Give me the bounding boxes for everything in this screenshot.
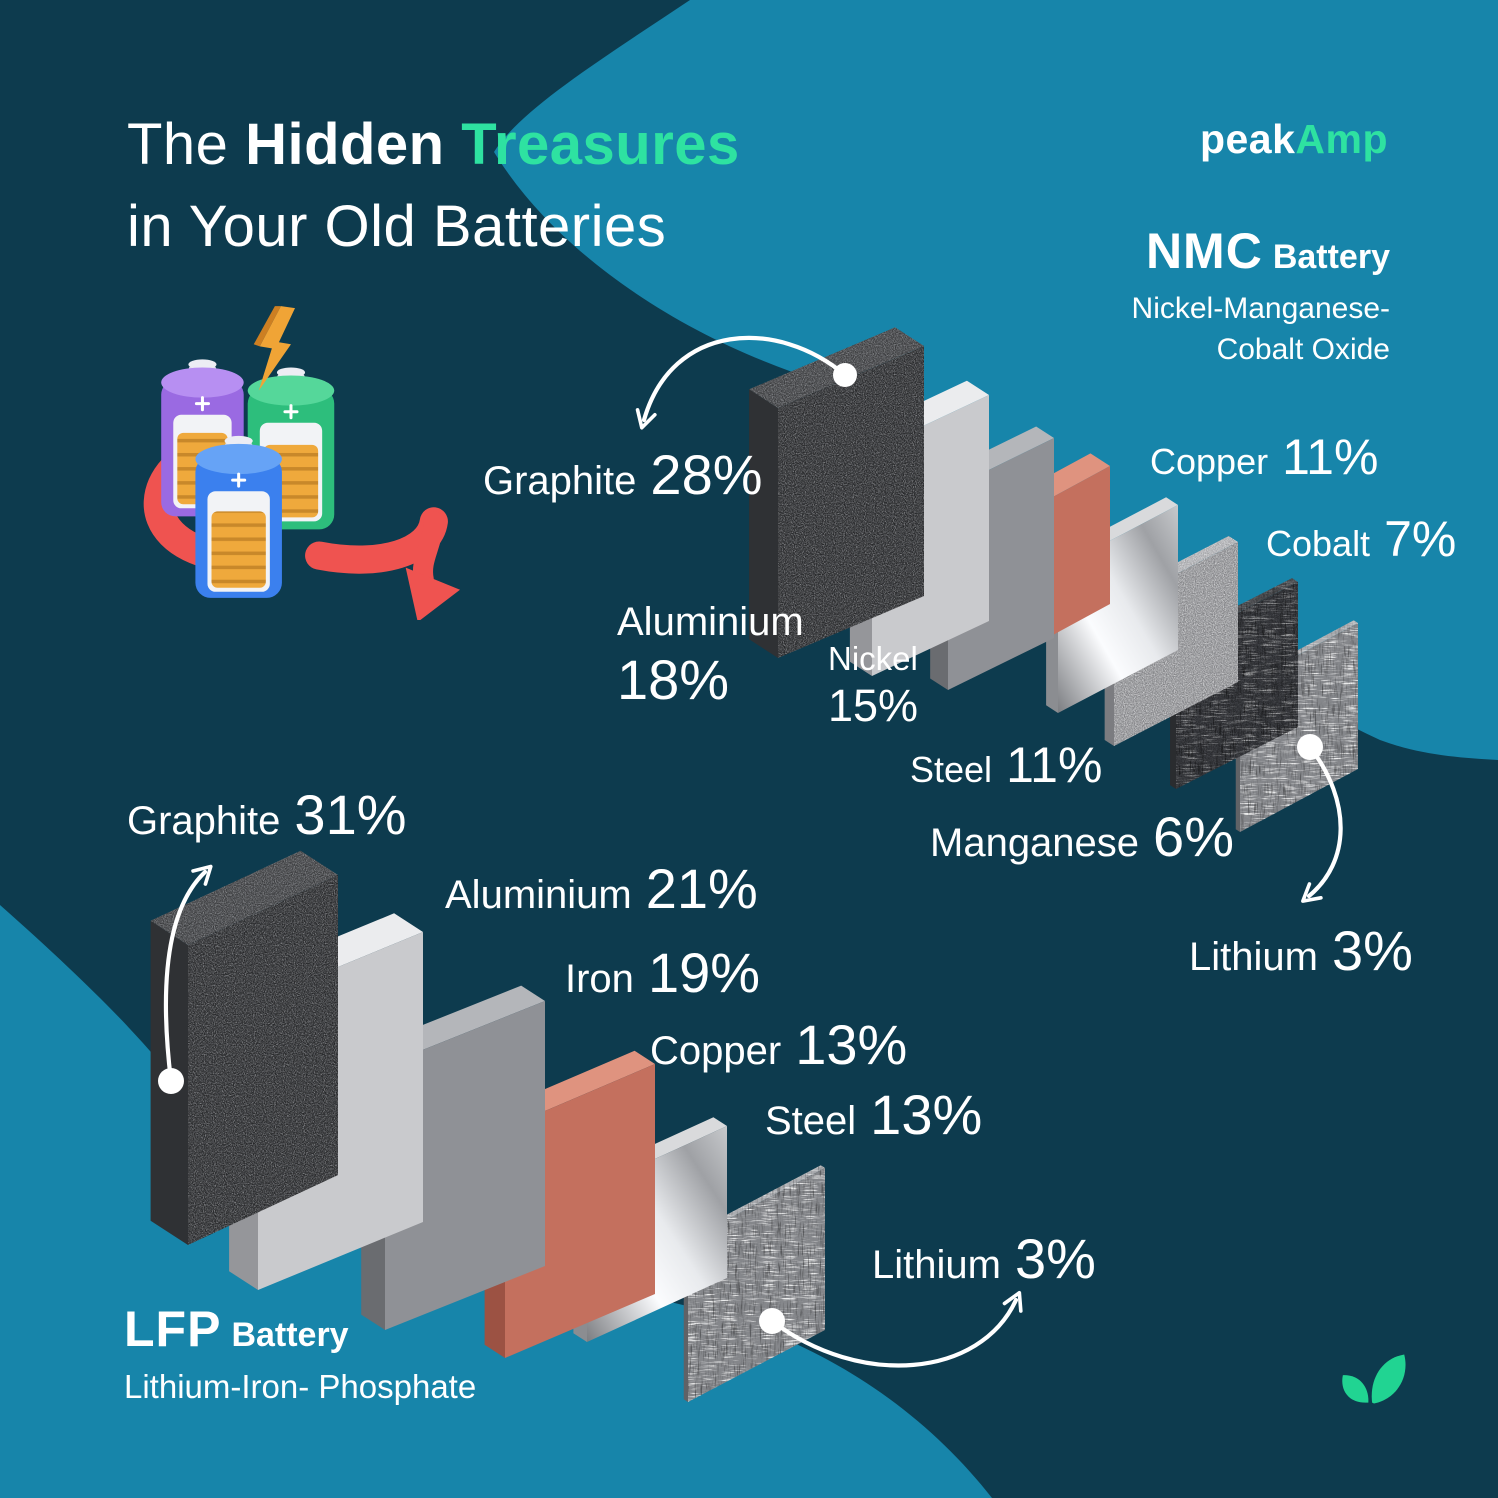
plus-icon xyxy=(283,404,299,420)
annotation-arrow-2 xyxy=(163,864,213,1084)
label-lfp-steel: Steel 13% xyxy=(765,1082,982,1147)
label-lfp-aluminium: Aluminium 21% xyxy=(445,856,758,921)
material-name: Manganese xyxy=(930,821,1140,865)
label-nmc-aluminium: Aluminium 18% xyxy=(617,600,804,712)
annotation-dot-1 xyxy=(1297,734,1323,760)
nmc-battery-heading: NMC Battery Nickel-Manganese- Cobalt Oxid… xyxy=(1132,222,1390,370)
material-pct: 11% xyxy=(1006,737,1103,793)
material-pct: 13% xyxy=(795,1013,908,1076)
annotation-arrow-1 xyxy=(1301,744,1343,903)
annotation-dot-3 xyxy=(759,1308,785,1334)
annotation-arrow-0 xyxy=(635,335,848,430)
material-pct: 19% xyxy=(647,941,761,1004)
material-pct: 18% xyxy=(617,648,730,711)
label-lfp-graphite: Graphite 31% xyxy=(127,782,407,847)
material-name: Nickel xyxy=(828,640,918,677)
plus-icon xyxy=(231,472,247,488)
lfp-abbr: LFP xyxy=(124,1301,222,1357)
material-name: Lithium xyxy=(872,1243,1001,1287)
background-blob-top-right xyxy=(494,0,1498,760)
material-pct: 11% xyxy=(1282,429,1379,485)
material-name: Copper xyxy=(1150,441,1269,482)
plus-icon xyxy=(194,396,210,412)
material-name: Aluminium xyxy=(617,600,804,644)
recycle-arrow-front xyxy=(305,507,460,620)
material-pct: 6% xyxy=(1153,805,1234,868)
material-pct: 28% xyxy=(650,443,763,506)
label-lfp-lithium: Lithium 3% xyxy=(872,1226,1096,1291)
material-name: Aluminium xyxy=(445,873,632,917)
material-name: Iron xyxy=(565,957,634,1001)
slab-lfp-graphite xyxy=(150,850,338,1245)
lfp-word: Battery xyxy=(231,1316,349,1354)
label-nmc-nickel: Nickel 15% xyxy=(828,640,918,732)
material-pct: 3% xyxy=(1014,1227,1096,1290)
title-the: The xyxy=(127,112,246,177)
lightning-bolt-icon xyxy=(253,306,296,391)
title-line-1: The Hidden Treasures xyxy=(127,104,740,186)
annotation-dot-2 xyxy=(158,1068,184,1094)
material-pct: 31% xyxy=(294,783,407,846)
material-name: Copper xyxy=(650,1029,782,1073)
nmc-subtitle-line2: Cobalt Oxide xyxy=(1216,333,1390,366)
title-hidden: Hidden xyxy=(245,112,445,177)
material-name: Graphite xyxy=(483,459,637,503)
material-pct: 3% xyxy=(1331,919,1413,982)
material-name: Graphite xyxy=(127,799,281,843)
page-title: The Hidden Treasures in Your Old Batteri… xyxy=(127,104,740,268)
battery-recycling-illustration xyxy=(143,306,460,620)
material-name: Lithium xyxy=(1189,935,1318,979)
material-pct: 21% xyxy=(645,857,758,920)
lfp-subtitle: Lithium-Iron- Phosphate xyxy=(124,1368,477,1405)
material-pct: 15% xyxy=(828,680,919,731)
peakamp-logo: peakAmp xyxy=(1200,116,1388,163)
title-treasures: Treasures xyxy=(444,112,740,177)
material-name: Steel xyxy=(765,1099,857,1143)
material-name: Cobalt xyxy=(1266,523,1371,564)
material-pct: 7% xyxy=(1384,511,1457,567)
material-name: Steel xyxy=(910,749,993,790)
label-nmc-copper: Copper 11% xyxy=(1150,428,1378,486)
label-nmc-cobalt: Cobalt 7% xyxy=(1266,510,1456,568)
annotation-arrow-3 xyxy=(769,1290,1023,1368)
annotation-dot-0 xyxy=(833,363,857,387)
slab-nmc-graphite xyxy=(749,327,924,658)
leaf-icon xyxy=(1342,1354,1406,1404)
label-nmc-lithium: Lithium 3% xyxy=(1189,918,1413,983)
title-line-2: in Your Old Batteries xyxy=(127,194,667,259)
label-nmc-steel: Steel 11% xyxy=(910,736,1102,794)
nmc-subtitle-line1: Nickel-Manganese- xyxy=(1131,292,1390,325)
label-lfp-iron: Iron 19% xyxy=(565,940,760,1005)
lfp-battery-heading: LFP Battery Lithium-Iron- Phosphate xyxy=(124,1300,476,1407)
label-nmc-graphite: Graphite 28% xyxy=(483,442,763,507)
material-pct: 13% xyxy=(870,1083,983,1146)
label-nmc-manganese: Manganese 6% xyxy=(930,804,1234,869)
nmc-subtitle: Nickel-Manganese- Cobalt Oxide xyxy=(1132,288,1390,370)
label-lfp-copper: Copper 13% xyxy=(650,1012,907,1077)
logo-amp: Amp xyxy=(1295,116,1388,162)
recycle-arrowhead xyxy=(405,567,460,620)
battery-blue xyxy=(195,435,282,598)
logo-peak: peak xyxy=(1199,116,1296,162)
nmc-abbr: NMC xyxy=(1145,223,1263,279)
nmc-word: Battery xyxy=(1272,238,1390,276)
coin-stack xyxy=(211,511,266,588)
